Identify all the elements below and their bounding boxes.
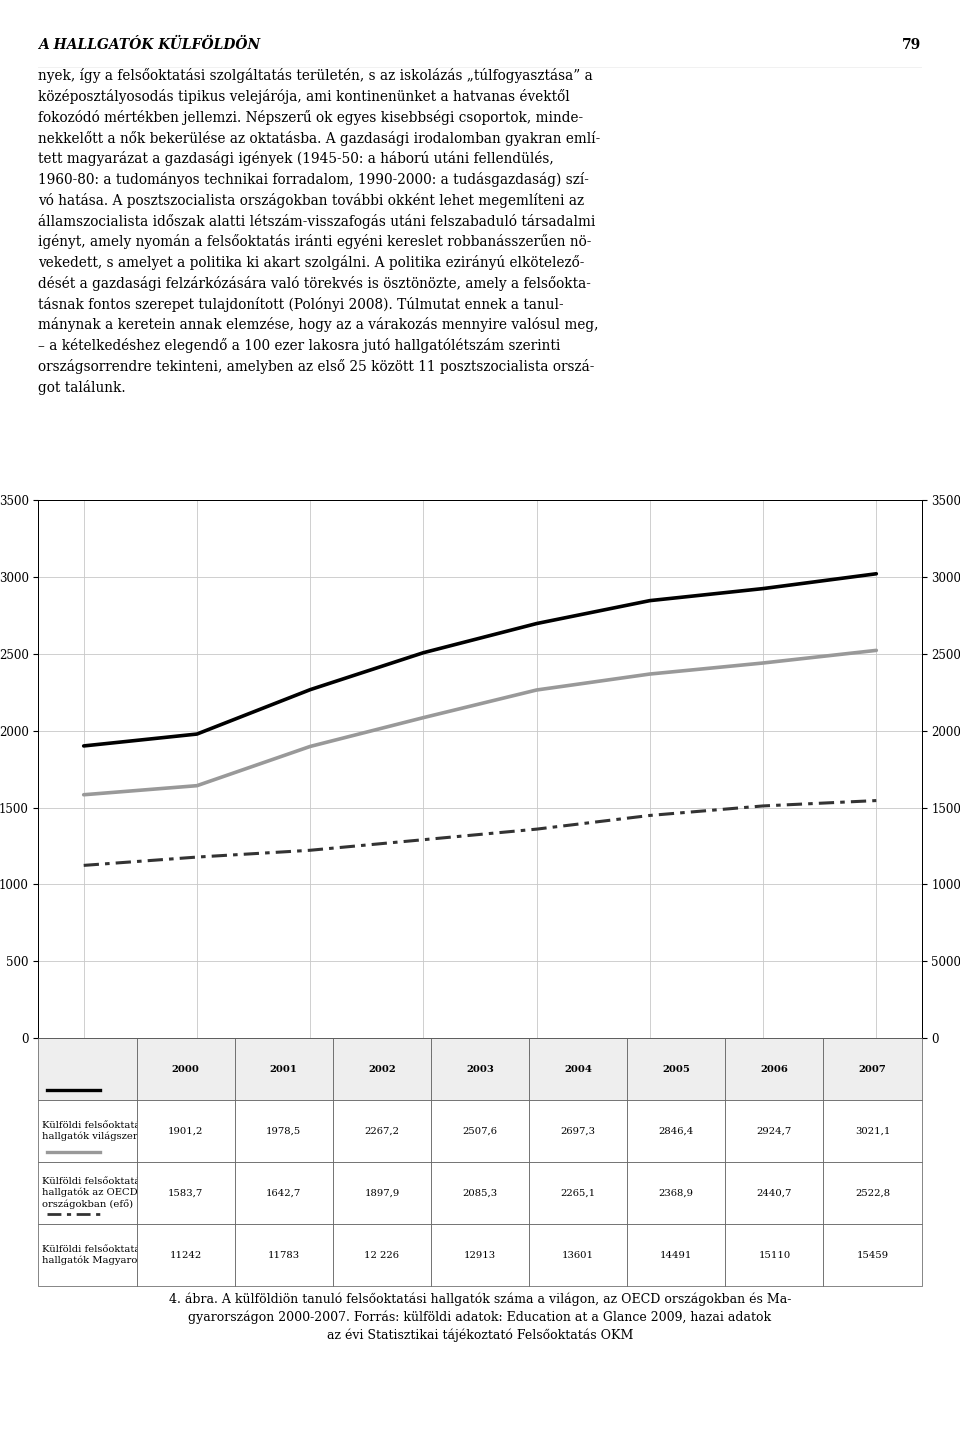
Text: nyek, így a felsőoktatási szolgáltatás területén, s az iskolázás „túlfogyasztása: nyek, így a felsőoktatási szolgáltatás t…	[38, 69, 601, 395]
Text: 79: 79	[902, 37, 922, 52]
Text: 4. ábra. A külföldiön tanuló felsőoktatási hallgatók száma a világon, az OECD or: 4. ábra. A külföldiön tanuló felsőoktatá…	[169, 1293, 791, 1342]
Text: A HALLGATÓK KÜLFÖLDÖN: A HALLGATÓK KÜLFÖLDÖN	[38, 37, 260, 52]
